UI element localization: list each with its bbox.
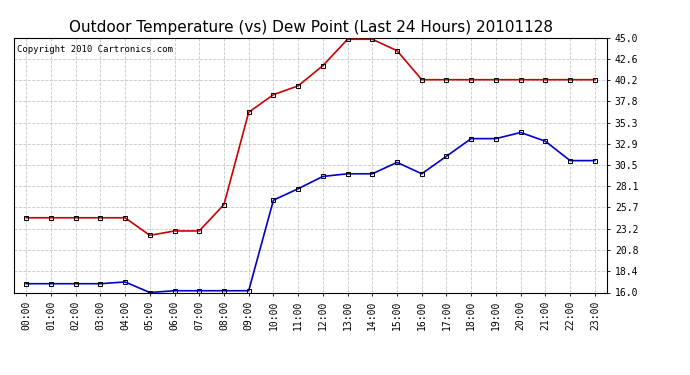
Title: Outdoor Temperature (vs) Dew Point (Last 24 Hours) 20101128: Outdoor Temperature (vs) Dew Point (Last… — [68, 20, 553, 35]
Text: Copyright 2010 Cartronics.com: Copyright 2010 Cartronics.com — [17, 45, 172, 54]
